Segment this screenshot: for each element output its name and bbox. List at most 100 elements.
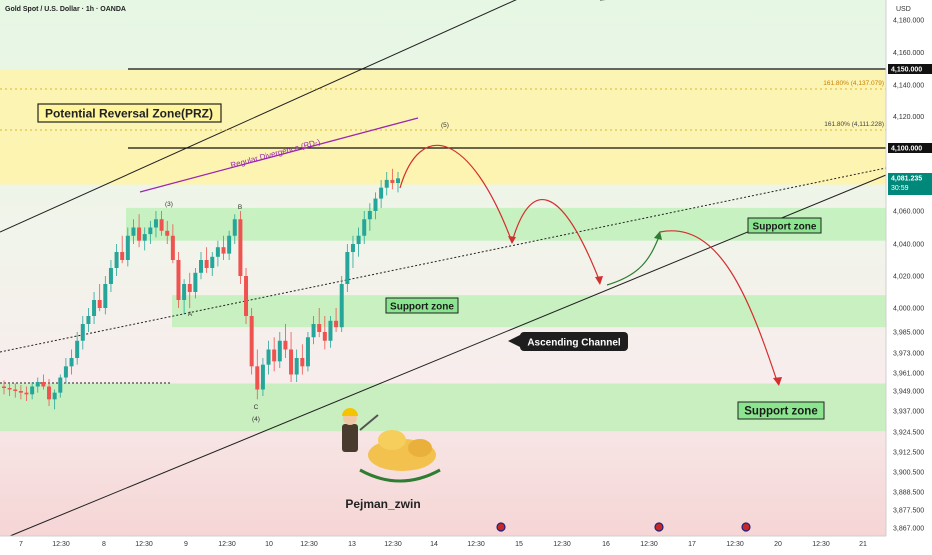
symbol-title: Gold Spot / U.S. Dollar · 1h · OANDA — [5, 6, 126, 13]
time-tick-label: 12:30 — [52, 541, 70, 548]
time-tick-label: 9 — [184, 541, 188, 548]
wave-labels: (3) B A C (4) (5) — [165, 122, 449, 423]
candle-body — [396, 178, 400, 184]
wave-label-3: (3) — [165, 201, 173, 208]
candle-body — [238, 219, 243, 276]
zones-layer — [0, 69, 886, 432]
event-icons — [496, 522, 751, 532]
price-tick-label: 4,150.000 — [891, 67, 922, 74]
price-tick-label: 3,924.500 — [893, 430, 924, 437]
candle-body — [159, 219, 164, 231]
candle-body — [311, 324, 316, 338]
support-label-box-2 — [385, 297, 459, 314]
wave-label-A: A — [188, 311, 193, 318]
price-axis-panel — [886, 0, 932, 550]
time-tick-label: 12:30 — [553, 541, 571, 548]
candle-body — [52, 392, 57, 400]
price-tick-label: 3,867.000 — [893, 526, 924, 533]
time-tick-label: 13 — [348, 541, 356, 548]
arrowhead-4 — [773, 377, 782, 386]
projection-paths — [399, 144, 782, 386]
currency-label: USD — [896, 6, 911, 13]
time-tick-label: 20 — [774, 541, 782, 548]
us-flag-event-icon[interactable] — [741, 522, 751, 532]
time-tick-label: 12:30 — [218, 541, 236, 548]
projection-arc-3 — [606, 233, 661, 286]
time-tick-label: 12:30 — [135, 541, 153, 548]
candle-body — [108, 268, 113, 284]
time-tick-label: 16 — [602, 541, 610, 548]
time-tick-label: 12:30 — [640, 541, 658, 548]
author-name: Pejman_zwin — [345, 497, 420, 511]
candle-body — [176, 260, 181, 300]
candle-body — [97, 300, 102, 308]
candle-body — [283, 340, 288, 350]
candle-body — [373, 198, 378, 211]
candle-body — [210, 256, 215, 268]
candle-body — [232, 219, 237, 236]
candle-body — [69, 358, 74, 367]
candles-layer — [2, 168, 400, 410]
candle-body — [379, 187, 384, 199]
support-label-2: Support zone — [390, 302, 454, 313]
candle-body — [193, 272, 198, 292]
projection-arc-2 — [511, 199, 601, 283]
fib-label-1: 161.80% (4,137.079) — [823, 80, 884, 87]
candle-body — [18, 391, 23, 393]
wave-label-4: (4) — [252, 416, 260, 423]
candle-body — [41, 382, 46, 387]
candle-body — [215, 247, 220, 257]
price-tick-label: 3,877.500 — [893, 508, 924, 515]
price-badge — [888, 173, 932, 195]
fib-label-2: 161.80% (4,111.228) — [824, 121, 884, 128]
us-flag-event-icon[interactable] — [496, 522, 506, 532]
candle-body — [30, 386, 35, 395]
support-label-3: Support zone — [744, 406, 817, 418]
candle-body — [75, 340, 80, 358]
mascot-body — [342, 424, 358, 452]
time-tick-label: 21 — [859, 541, 867, 548]
price-tick-label: 3,973.000 — [893, 351, 924, 358]
candle-body — [58, 377, 63, 393]
candle-body — [47, 386, 52, 400]
candle-body — [103, 284, 108, 308]
price-tick-label: 4,100.000 — [891, 146, 922, 153]
candle-body — [345, 252, 350, 284]
candle-body — [350, 244, 355, 252]
candle-body — [120, 252, 125, 260]
channel-callout-pointer — [508, 334, 522, 348]
candle-body — [317, 324, 322, 332]
ascending-channel — [0, 0, 887, 537]
price-tick-label: 4,081.235 — [891, 176, 922, 183]
price-tick-label: 4,160.000 — [893, 50, 924, 57]
candle-body — [148, 227, 153, 235]
candle-body — [170, 235, 175, 260]
price-tick-label: 4,140.000 — [893, 82, 924, 89]
candle-body — [255, 366, 260, 390]
prz-label: Potential Reversal Zone(PRZ) — [45, 107, 213, 121]
candle-body — [80, 324, 85, 341]
candle-body — [199, 260, 203, 273]
time-tick-label: 8 — [102, 541, 106, 548]
price-tick-label: 3,949.000 — [893, 389, 924, 396]
arrowhead-1 — [508, 236, 516, 244]
us-flag-event-icon[interactable] — [654, 522, 664, 532]
candle-body — [131, 227, 136, 236]
mascot-pickaxe — [359, 414, 379, 431]
candle-body — [367, 211, 372, 220]
time-tick-label: 12:30 — [384, 541, 402, 548]
candle-body — [86, 316, 91, 324]
channel-middle-line — [0, 167, 887, 353]
price-tick-label: 3,985.000 — [893, 330, 924, 337]
support-label-box-1 — [747, 217, 822, 234]
author-watermark: Pejman_zwin — [342, 408, 441, 511]
candle-body — [272, 349, 277, 362]
candle-body — [244, 276, 249, 316]
candle-body — [390, 179, 395, 184]
channel-lower-line — [9, 174, 887, 537]
price-tick-label: 4,120.000 — [893, 114, 924, 121]
candle-body — [114, 252, 119, 268]
candle-body — [328, 320, 333, 341]
time-axis-panel — [0, 536, 932, 550]
candle-body — [35, 382, 40, 387]
